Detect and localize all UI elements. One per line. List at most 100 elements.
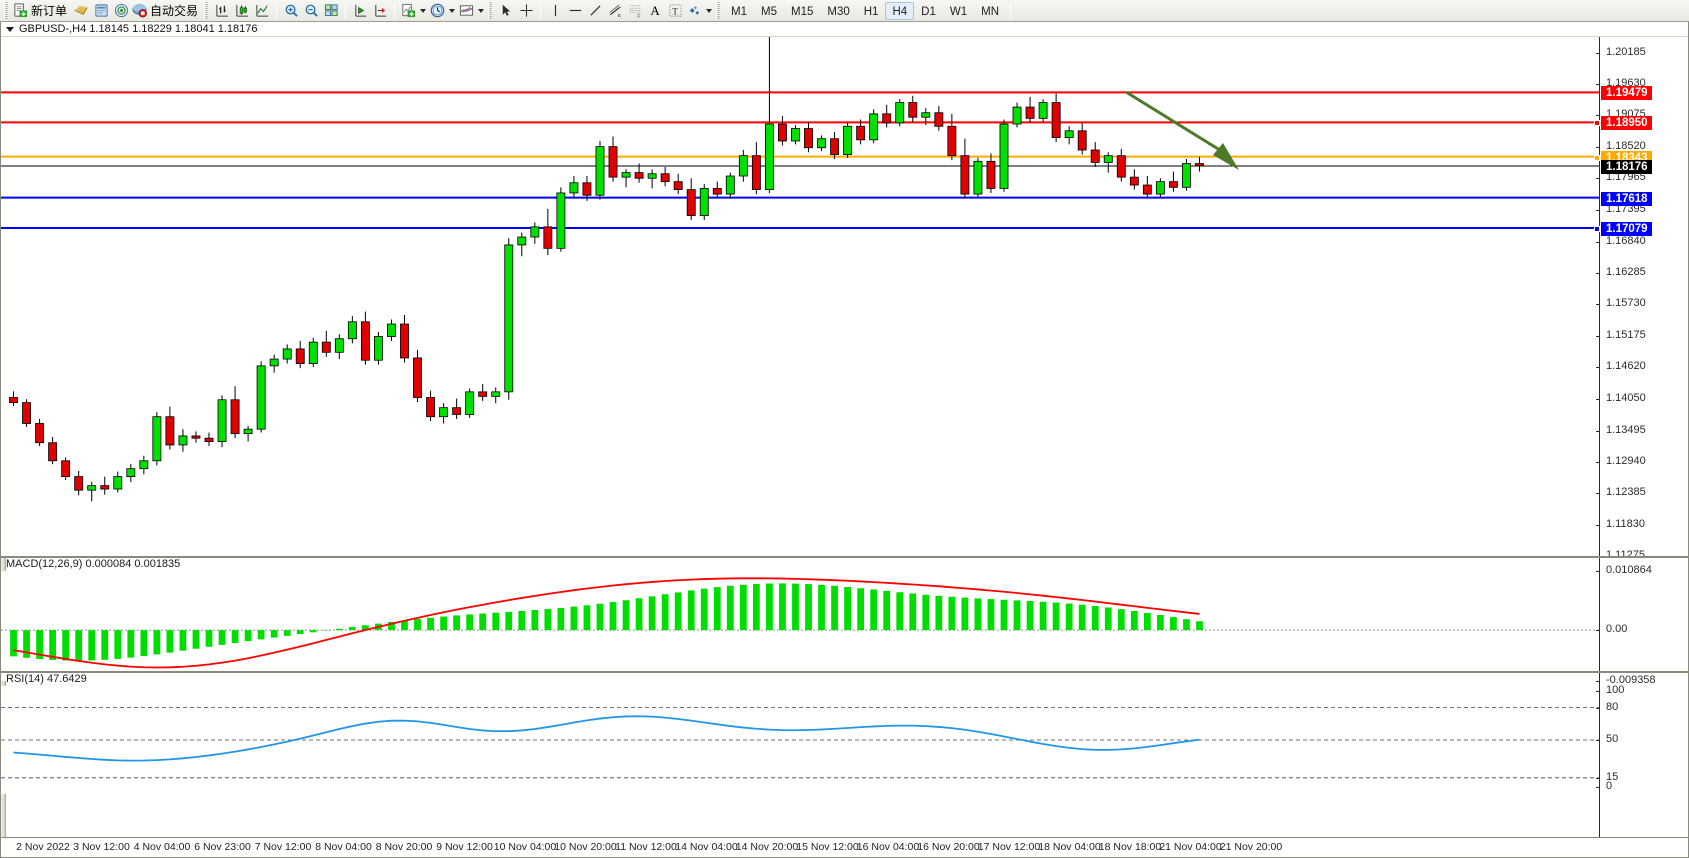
- chevron-down-icon[interactable]: [449, 8, 456, 13]
- auto-scroll-button[interactable]: [350, 1, 370, 21]
- price-tick-label: 1.11830: [1606, 517, 1645, 530]
- toolbar-grip[interactable]: [4, 2, 8, 19]
- text-tool-button[interactable]: A: [645, 1, 665, 21]
- price-tick: 1.19630: [1596, 77, 1646, 89]
- auto-trading-button[interactable]: 自动交易: [131, 1, 202, 21]
- candlestick-chart-button[interactable]: [232, 1, 252, 21]
- label-tool-button[interactable]: T: [665, 1, 685, 21]
- timeframe-button-h4[interactable]: H4: [885, 1, 915, 20]
- chevron-down-icon[interactable]: [420, 8, 427, 13]
- timeframe-button-m30[interactable]: M30: [827, 5, 850, 18]
- zoom-out-button[interactable]: [301, 1, 321, 21]
- candle: [282, 344, 292, 364]
- down-trend-arrow[interactable]: [1125, 90, 1239, 170]
- price-tick: 1.16840: [1596, 235, 1646, 247]
- price-plot-area[interactable]: [1, 37, 1601, 556]
- price-label-resistance-2[interactable]: 1.18950: [1594, 116, 1652, 131]
- chevron-down-icon[interactable]: [706, 8, 713, 13]
- candle: [491, 387, 501, 404]
- toolbar-grip-3[interactable]: [488, 2, 493, 19]
- indicators-button[interactable]: [399, 1, 428, 21]
- cursor-icon: [502, 4, 510, 16]
- periodicity-button[interactable]: [428, 1, 457, 21]
- price-tick-label: 1.15175: [1606, 328, 1646, 341]
- time-axis: 2 Nov 2022 3 Nov 12:00 4 Nov 04:00 6 Nov 23…: [1, 837, 1688, 857]
- time-tick-label: 7 Nov 12:00: [254, 841, 312, 853]
- candle: [321, 330, 331, 357]
- vertical-line-tool-button[interactable]: [545, 1, 565, 21]
- macd-plot-area[interactable]: [1, 571, 1601, 681]
- candle: [647, 169, 657, 189]
- macd-label: MACD(12,26,9) 0.000084 0.001835: [6, 558, 181, 570]
- navigator-button[interactable]: [111, 1, 131, 21]
- shapes-tool-button[interactable]: [685, 1, 714, 21]
- time-tick-label: 15 Nov 12:00: [796, 841, 859, 853]
- time-tick-label: 17 Nov 12:00: [977, 841, 1041, 853]
- equidistant-channel-tool-button[interactable]: E: [605, 1, 625, 21]
- price-tick-label: 1.13495: [1606, 423, 1646, 436]
- candle: [804, 121, 813, 153]
- candle: [178, 429, 188, 452]
- timeframe-button-m5[interactable]: M5: [761, 5, 777, 18]
- chevron-down-icon[interactable]: [6, 26, 14, 32]
- timeframe-button-m1[interactable]: M1: [731, 5, 748, 18]
- fibonacci-tool-button[interactable]: F: [625, 1, 645, 21]
- rsi-chart: [1, 707, 1601, 779]
- rsi-plot-area[interactable]: [1, 686, 1601, 794]
- toolbar-separator-2: [345, 2, 347, 19]
- chart-shift-button[interactable]: [370, 1, 390, 21]
- templates-button[interactable]: [457, 1, 486, 21]
- price-label-support-2[interactable]: 1.17079: [1594, 222, 1652, 237]
- price-label-support-1[interactable]: 1.17618: [1601, 191, 1652, 206]
- line-chart-button[interactable]: [252, 1, 272, 21]
- timeframe-button-w1[interactable]: W1: [949, 5, 968, 18]
- data-window-button[interactable]: [91, 1, 111, 21]
- candle: [556, 187, 566, 252]
- market-watch-button[interactable]: [71, 1, 91, 21]
- candle: [74, 470, 84, 496]
- candlestick-icon: [235, 4, 248, 17]
- rsi-tick-label: 15: [1606, 770, 1619, 783]
- price-line-handle-icon[interactable]: [1594, 154, 1600, 161]
- chart-titlebar: GBPUSD-,H4 1.18145 1.18229 1.18041 1.181…: [1, 22, 1688, 37]
- chevron-down-icon[interactable]: [478, 8, 485, 13]
- candle: [1051, 93, 1061, 143]
- candle: [478, 383, 488, 401]
- candle: [126, 464, 136, 483]
- candle: [347, 316, 357, 344]
- tile-windows-button[interactable]: [321, 1, 341, 21]
- timeframe-button-mn[interactable]: MN: [981, 5, 999, 18]
- crosshair-tool-button[interactable]: [516, 1, 536, 21]
- price-label-resistance-1[interactable]: 1.19479: [1601, 86, 1652, 101]
- toolbar-grip-2[interactable]: [204, 2, 209, 19]
- price-line-handle-icon[interactable]: [1594, 120, 1600, 127]
- price-line-handle-icon[interactable]: [1594, 226, 1600, 233]
- rsi-tick-label: 0: [1606, 780, 1613, 792]
- toolbar-grip-4[interactable]: [716, 2, 721, 19]
- new-order-button[interactable]: 新订单: [12, 1, 71, 21]
- timeframe-button-m15[interactable]: M15: [791, 5, 814, 18]
- bar-chart-button[interactable]: [212, 1, 232, 21]
- trendline-tool-button[interactable]: [585, 1, 605, 21]
- timeframe-button-h1[interactable]: H1: [863, 5, 879, 18]
- zoom-in-button[interactable]: [281, 1, 301, 21]
- price-tick: 1.14620: [1596, 360, 1646, 372]
- macd-tick-label: 0.010864: [1606, 564, 1652, 576]
- candle: [986, 153, 996, 193]
- price-tick-label: 1.18520: [1606, 139, 1646, 152]
- price-tick-label: 1.15730: [1606, 297, 1646, 310]
- price-label-last-price[interactable]: 1.18176: [1601, 160, 1652, 175]
- horizontal-line-tool-button[interactable]: [565, 1, 585, 21]
- candle: [921, 108, 931, 126]
- line-chart-icon: [255, 4, 268, 17]
- timeframe-button-d1[interactable]: D1: [921, 5, 936, 18]
- candle: [712, 181, 722, 199]
- rsi-tick-label: 100: [1606, 684, 1625, 696]
- candle: [686, 178, 696, 221]
- navigator-icon: [114, 3, 128, 18]
- candle: [1012, 102, 1022, 128]
- cursor-tool-button[interactable]: [496, 1, 516, 21]
- candle: [895, 99, 905, 127]
- candle: [1077, 122, 1087, 155]
- rsi-label: RSI(14) 47.6429: [6, 673, 87, 685]
